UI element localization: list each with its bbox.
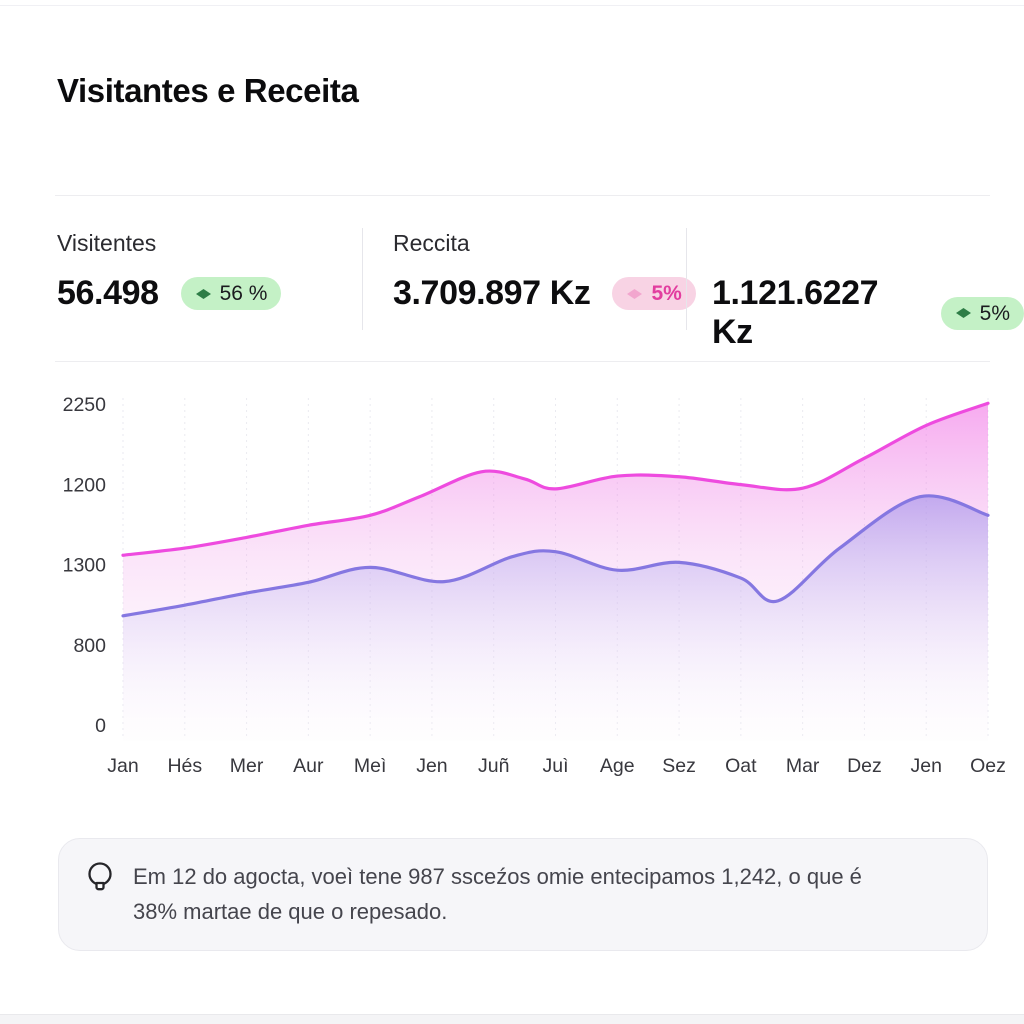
divider <box>55 361 990 362</box>
visitors-revenue-chart: Jan Hés Mer Aur Meì Jen Juñ Juì Age Sez Oat Mar Dez J… <box>63 394 1006 777</box>
insight-line: 38% martae de que o repesado. <box>133 899 448 924</box>
y-axis-label: 2250 <box>63 394 107 416</box>
stat-divider <box>686 228 687 330</box>
bottom-strip <box>0 1014 1024 1024</box>
x-axis-label: Jen <box>910 755 941 777</box>
trend-badge: 5% <box>940 296 1024 330</box>
trend-badge-label: 5% <box>979 301 1010 325</box>
y-axis-label: 0 <box>95 715 106 737</box>
x-axis-label: Dez <box>847 755 882 777</box>
stat-value: 1.121.6227 Kz <box>712 274 879 351</box>
insight-text: Em 12 do agocta, voeì tene 987 ssceźos o… <box>133 859 933 929</box>
insight-line: Em 12 do agocta, voeì tene 987 ssceźos o… <box>133 864 862 889</box>
x-axis-label: Meì <box>354 755 387 777</box>
trend-badge-label: 56 % <box>219 282 268 305</box>
stat-visitors: Visitentes 56.498 56 % <box>57 230 282 313</box>
stat-label: Reccita <box>393 230 470 256</box>
x-axis-label: Sez <box>662 755 696 777</box>
stat-value: 3.709.897 Kz <box>393 274 591 312</box>
x-axis-label: Juñ <box>478 755 509 777</box>
stat-label <box>712 230 1024 262</box>
x-axis-label: Oat <box>725 755 757 777</box>
y-axis-label: 1300 <box>63 555 107 577</box>
x-axis-label: Jen <box>416 755 447 777</box>
insight-box: Em 12 do agocta, voeì tene 987 ssceźos o… <box>58 838 988 951</box>
trend-badge-label: 5% <box>651 282 682 305</box>
divider <box>55 195 990 196</box>
x-axis-label: Jan <box>107 755 138 777</box>
x-axis-label: Age <box>600 755 635 777</box>
series-line-receita <box>121 401 990 557</box>
series-area-visitantes <box>123 495 988 741</box>
stat-secondary-revenue: 1.121.6227 Kz 5% <box>712 230 1024 352</box>
y-axis-label: 1200 <box>63 474 107 496</box>
y-axis-label: 800 <box>73 635 106 657</box>
trend-badge: 56 % <box>180 277 282 310</box>
chart-section: Jan Hés Mer Aur Meì Jen Juñ Juì Age Sez Oat Mar Dez J… <box>0 370 1024 782</box>
x-axis-label: Aur <box>293 755 324 777</box>
stat-value: 56.498 <box>57 274 159 312</box>
trend-gem-icon <box>955 308 971 318</box>
trend-gem-icon <box>627 288 643 299</box>
x-axis-label: Oez <box>970 755 1006 777</box>
stat-revenue: Reccita 3.709.897 Kz 5% <box>393 230 696 313</box>
lightbulb-icon <box>88 862 112 891</box>
trend-gem-icon <box>195 288 211 299</box>
series-line-visitantes <box>121 494 990 618</box>
stat-divider <box>362 228 363 330</box>
x-axis-label: Hés <box>167 755 202 777</box>
trend-badge: 5% <box>612 277 696 310</box>
top-divider <box>0 5 1024 6</box>
stat-label: Visitentes <box>57 230 157 256</box>
x-axis-label: Mer <box>230 755 264 777</box>
page-title: Visitantes e Receita <box>57 72 359 109</box>
x-axis-label: Juì <box>542 755 568 777</box>
x-axis-label: Mar <box>786 755 820 777</box>
